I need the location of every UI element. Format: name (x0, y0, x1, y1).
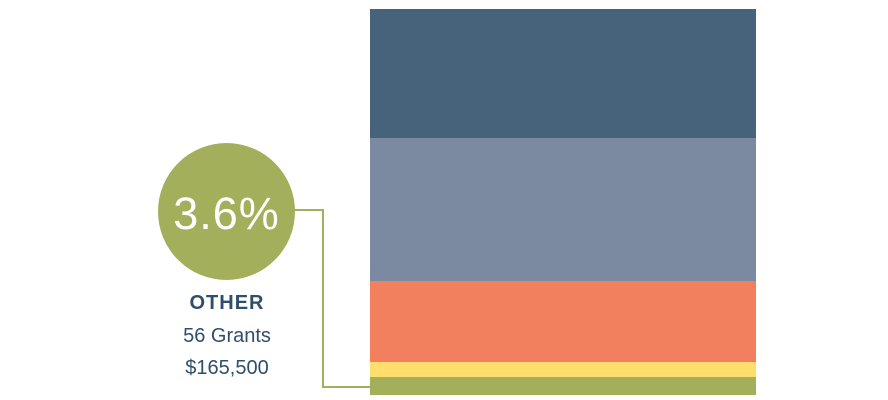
bar-segment-segment-4 (370, 361, 756, 377)
connector-line-horizontal-bottom (322, 386, 371, 388)
percent-callout-circle: 3.6% (158, 143, 295, 280)
bar-segment-segment-2 (370, 138, 756, 281)
callout-labels: OTHER 56 Grants $165,500 (107, 292, 347, 380)
amount-label: $165,500 (185, 357, 269, 379)
connector-line-horizontal-top (292, 209, 324, 211)
connector-line-vertical (322, 209, 324, 388)
category-label: OTHER (189, 292, 265, 314)
percent-value: 3.6% (173, 188, 280, 239)
stacked-bar (370, 9, 756, 395)
grants-count-label: 56 Grants (183, 325, 271, 347)
bar-segment-other (370, 376, 756, 395)
bar-segment-segment-1 (370, 9, 756, 138)
bar-segment-segment-3 (370, 281, 756, 362)
